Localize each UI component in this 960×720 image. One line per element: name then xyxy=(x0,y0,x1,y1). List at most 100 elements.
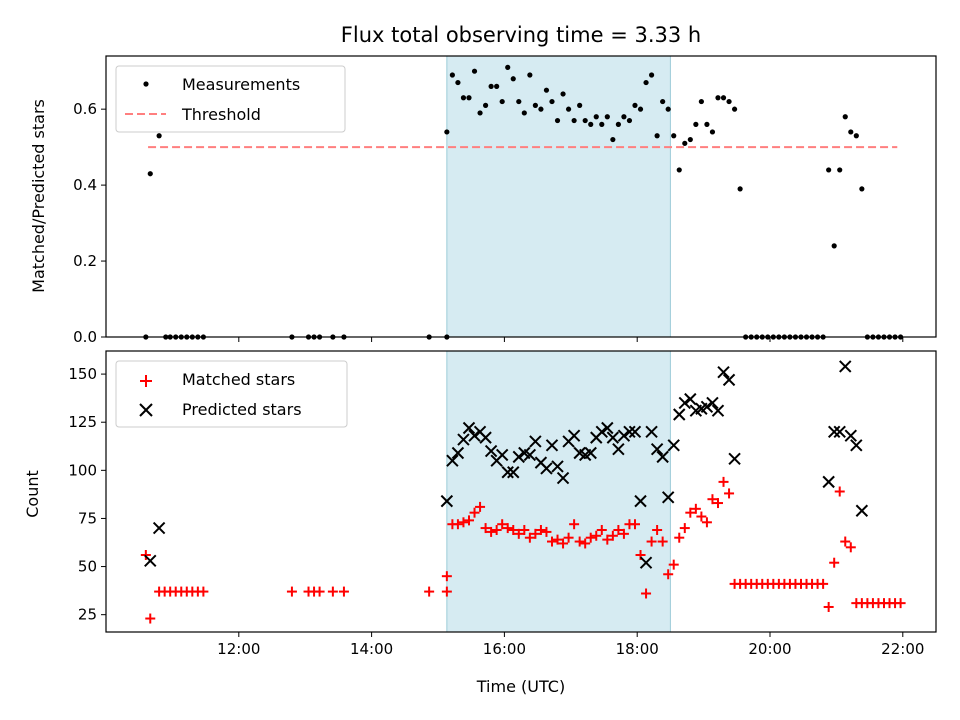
bottom-x-tick-label: 22:00 xyxy=(881,640,924,658)
predicted-star-point xyxy=(728,452,741,465)
top-x-ticks xyxy=(238,337,904,342)
matched-star-point xyxy=(463,515,474,526)
predicted-star-point xyxy=(567,429,581,442)
predicted-star-point xyxy=(684,392,697,406)
matched-star-point xyxy=(563,532,574,543)
matched-star-point xyxy=(607,530,618,541)
predicted-star-point xyxy=(645,425,658,439)
matched-star-point xyxy=(591,530,602,541)
matched-star-point xyxy=(513,528,524,539)
measurement-point xyxy=(632,102,638,108)
top-y-tick-label: 0.4 xyxy=(73,176,97,194)
predicted-star-point xyxy=(623,425,636,439)
predicted-star-point xyxy=(717,365,730,379)
measurement-point xyxy=(676,167,682,173)
top-y-ticks: 0.0 0.2 0.4 0.6 xyxy=(73,100,106,346)
top-panel: 0.0 0.2 0.4 0.6 Matched/Predicted stars Mea… xyxy=(29,55,937,346)
predicted-star-point xyxy=(462,421,476,435)
legend-predicted-label: Predicted stars xyxy=(182,400,302,419)
predicted-star-point xyxy=(595,425,608,439)
matched-star-point xyxy=(618,528,629,539)
predicted-star-point xyxy=(440,494,454,508)
matched-star-point xyxy=(314,586,325,597)
measurement-point xyxy=(687,136,693,143)
matched-star-point xyxy=(652,524,663,535)
bottom-xlabel: Time (UTC) xyxy=(476,677,565,696)
predicted-star-point xyxy=(479,431,492,444)
measurement-point xyxy=(709,129,716,135)
matched-star-point xyxy=(613,524,624,535)
predicted-star-point xyxy=(484,444,498,458)
matched-star-point xyxy=(629,519,640,530)
measurement-point xyxy=(543,87,550,93)
matched-star-point xyxy=(657,536,668,547)
measurement-point xyxy=(731,106,738,112)
legend-threshold-label: Threshold xyxy=(181,105,261,124)
matched-star-point xyxy=(458,517,469,528)
measurement-point xyxy=(848,129,854,135)
matched-star-point xyxy=(585,532,596,543)
bottom-x-tick-label: 20:00 xyxy=(748,640,791,658)
predicted-star-point xyxy=(540,462,553,475)
matched-star-point xyxy=(696,511,707,522)
matched-star-point xyxy=(895,598,906,609)
measurement-point xyxy=(588,121,594,127)
predicted-star-point xyxy=(152,521,166,535)
measurement-point xyxy=(582,117,588,124)
measurement-point xyxy=(482,102,489,108)
predicted-star-point xyxy=(495,448,509,462)
matched-star-point xyxy=(524,532,535,543)
measurement-point xyxy=(654,133,660,139)
matched-star-point xyxy=(145,613,156,624)
measurement-point xyxy=(698,98,704,105)
measurement-point xyxy=(560,91,566,97)
predicted-star-point xyxy=(833,425,846,439)
measurement-point xyxy=(637,106,644,112)
predicted-star-point xyxy=(639,556,653,569)
matched-star-point xyxy=(701,517,712,528)
measurement-point xyxy=(704,121,710,127)
matched-star-point xyxy=(685,507,696,518)
predicted-star-point xyxy=(706,396,719,410)
matched-stars-points xyxy=(140,476,906,624)
matched-star-point xyxy=(198,586,209,597)
measurement-point xyxy=(842,114,848,120)
bottom-x-tick-label: 12:00 xyxy=(217,640,260,658)
measurement-point xyxy=(466,95,472,101)
legend-measurements-label: Measurements xyxy=(182,75,300,94)
predicted-star-point xyxy=(507,466,520,479)
measurement-point xyxy=(527,72,533,78)
matched-star-point xyxy=(840,536,851,547)
measurement-point xyxy=(156,133,162,139)
measurement-point xyxy=(693,121,699,127)
measurement-point xyxy=(648,72,655,78)
measurement-point xyxy=(615,121,621,127)
measurement-point xyxy=(853,133,859,139)
matched-star-point xyxy=(546,536,557,547)
predicted-star-point xyxy=(551,460,564,473)
measurement-point xyxy=(577,102,583,108)
measurement-point xyxy=(682,140,688,146)
predicted-star-point xyxy=(529,435,542,448)
predicted-star-point xyxy=(545,439,559,452)
bottom-panel: 25 50 75 100 125 150 12:00 14:00 16:00 18:00 20:0… xyxy=(23,350,937,696)
matched-star-point xyxy=(475,501,486,512)
matched-star-point xyxy=(718,476,729,487)
top-legend-box xyxy=(115,65,346,133)
measurement-point xyxy=(671,133,677,139)
measurement-point xyxy=(571,117,577,124)
matched-star-point xyxy=(469,507,480,518)
predicted-star-point xyxy=(512,450,525,464)
measurement-point xyxy=(494,83,500,89)
bottom-legend: Matched stars Predicted stars xyxy=(115,360,348,428)
predicted-star-point xyxy=(827,425,841,439)
measurement-point xyxy=(720,95,727,101)
measurement-point xyxy=(477,110,483,116)
bottom-y-tick-label: 75 xyxy=(78,509,97,527)
matched-star-point xyxy=(834,486,845,497)
matched-star-point xyxy=(641,588,652,599)
measurement-point xyxy=(665,106,671,112)
measurement-point xyxy=(460,95,467,101)
predicted-stars-points xyxy=(144,360,869,569)
top-shaded-region xyxy=(446,55,671,338)
